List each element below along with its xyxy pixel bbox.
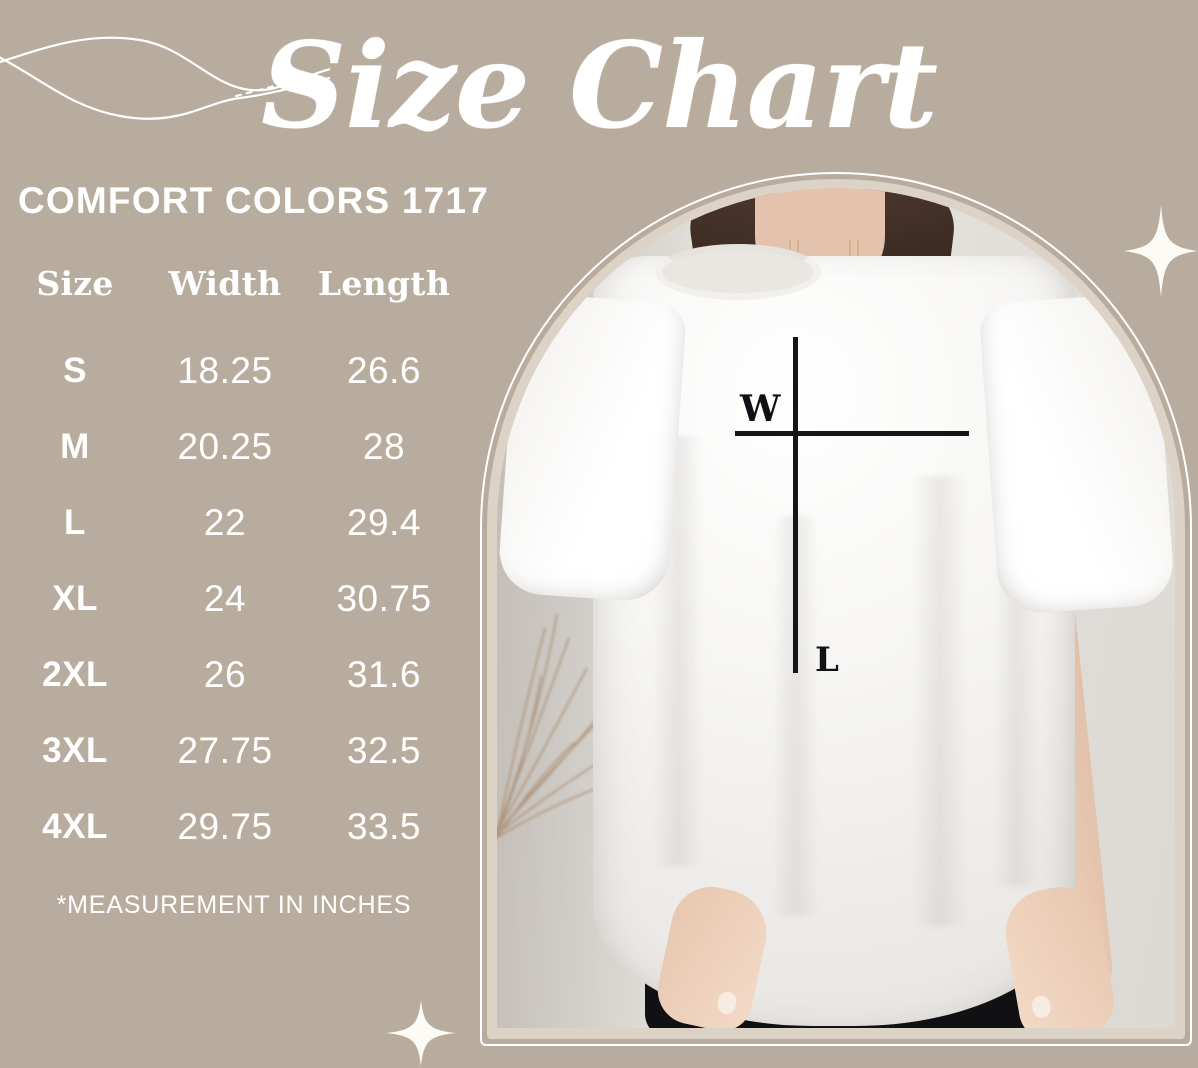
cell-width: 24 xyxy=(203,578,247,619)
table-row: 2XL 26 31.6 xyxy=(0,637,468,713)
table-row: M 20.25 28 xyxy=(0,409,468,485)
cell-size: 4XL xyxy=(42,807,108,846)
page-title: Size Chart xyxy=(260,16,938,155)
size-chart-table: Size Width Length S 18.25 26.6 M 20.25 2… xyxy=(0,264,468,865)
tshirt-sleeve-right xyxy=(978,292,1175,616)
table-row: XL 24 30.75 xyxy=(0,561,468,637)
product-photo-frame: W L xyxy=(480,172,1192,1046)
cell-size: 3XL xyxy=(42,731,108,770)
column-header-size: Size xyxy=(36,264,114,303)
cell-width: 29.75 xyxy=(177,806,273,847)
cell-size: M xyxy=(60,427,90,466)
product-photo: W L xyxy=(497,188,1175,1028)
table-header-row: Size Width Length xyxy=(0,264,468,333)
cell-length: 30.75 xyxy=(336,578,432,619)
cell-width: 27.75 xyxy=(177,730,273,771)
table-row: S 18.25 26.6 xyxy=(0,333,468,409)
frame-outline xyxy=(480,172,1192,1046)
table-row: L 22 29.4 xyxy=(0,485,468,561)
four-point-sparkle-icon xyxy=(386,1000,456,1066)
cell-length: 28 xyxy=(362,426,406,467)
cell-size: XL xyxy=(52,579,98,618)
column-header-width: Width xyxy=(168,264,282,303)
cell-width: 20.25 xyxy=(177,426,273,467)
tshirt-sleeve-left xyxy=(497,292,688,604)
column-header-length: Length xyxy=(317,264,451,303)
table-row: 4XL 29.75 33.5 xyxy=(0,789,468,865)
cell-length: 33.5 xyxy=(346,806,421,847)
cell-width: 26 xyxy=(203,654,247,695)
table-row: 3XL 27.75 32.5 xyxy=(0,713,468,789)
spec-column: COMFORT COLORS 1717 Size Width Length S … xyxy=(0,180,489,920)
cell-width: 22 xyxy=(203,502,247,543)
cell-length: 29.4 xyxy=(346,502,421,543)
cell-size: S xyxy=(63,351,87,390)
cell-length: 32.5 xyxy=(346,730,421,771)
brand-heading: COMFORT COLORS 1717 xyxy=(18,180,489,221)
cell-length: 31.6 xyxy=(346,654,421,695)
measurement-note: *MEASUREMENT IN INCHES xyxy=(56,891,412,919)
cell-length: 26.6 xyxy=(346,350,421,391)
cell-size: 2XL xyxy=(42,655,108,694)
tshirt-collar xyxy=(655,244,821,300)
cell-size: L xyxy=(64,503,86,542)
cell-width: 18.25 xyxy=(177,350,273,391)
